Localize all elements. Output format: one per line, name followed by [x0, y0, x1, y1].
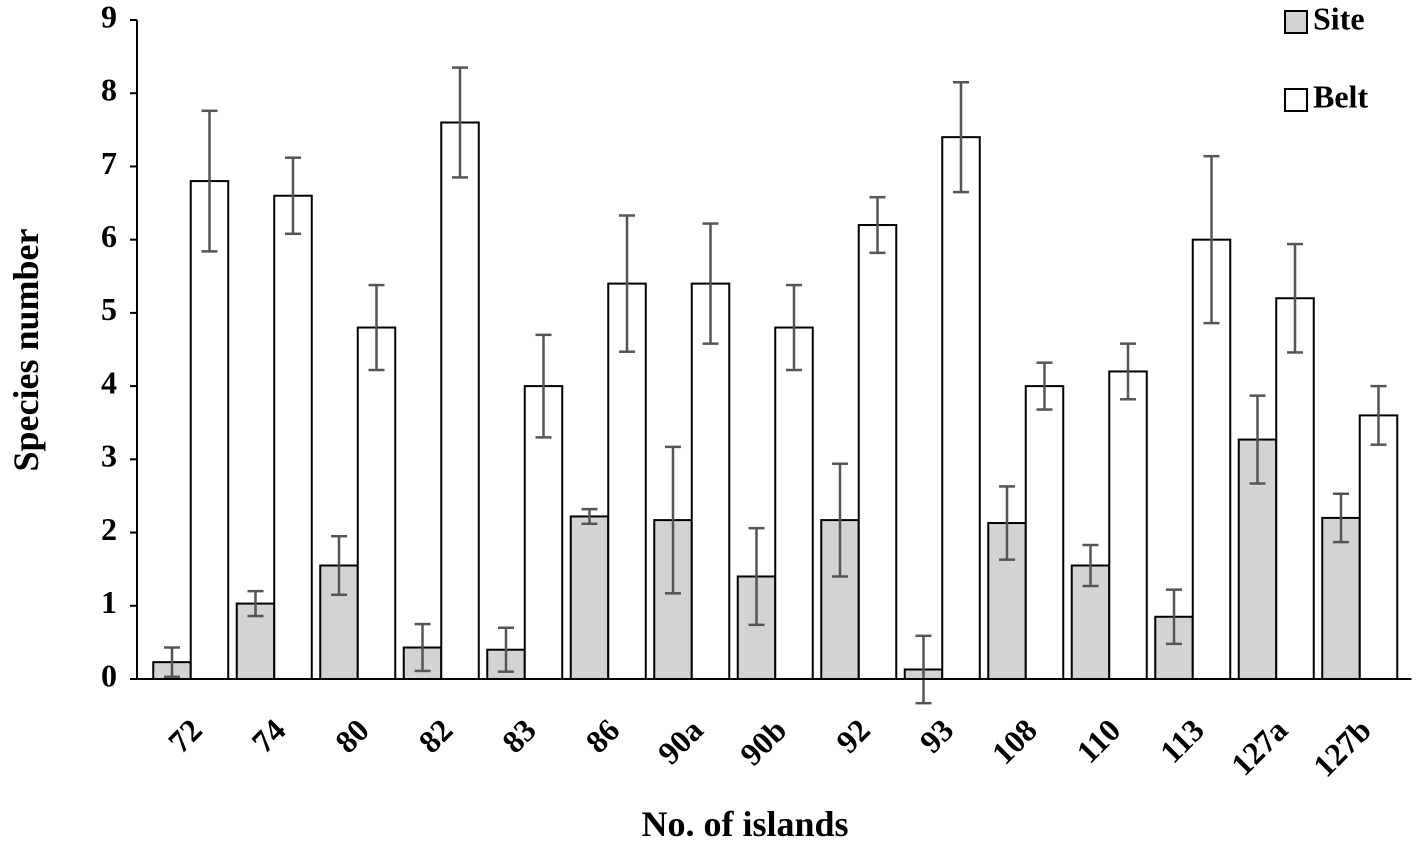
bar [1108, 370, 1148, 680]
error-bar [331, 534, 347, 597]
error-bar [414, 622, 431, 673]
y-axis-title: Species number [6, 228, 46, 471]
error-bar [1166, 588, 1182, 646]
error-bar [665, 445, 681, 595]
x-tick-label: 83 [495, 712, 543, 760]
x-axis-title: No. of islands [641, 804, 848, 844]
x-tick-label: 90b [733, 712, 794, 773]
y-tick-label: 1 [101, 584, 117, 620]
error-bar [832, 462, 848, 578]
error-bar [786, 283, 802, 372]
error-bar [953, 80, 969, 194]
x-tick-label: 82 [411, 712, 459, 760]
error-bar [1036, 361, 1053, 411]
error-bar [247, 589, 264, 618]
y-tick-label: 3 [101, 438, 117, 474]
error-bar [535, 333, 552, 439]
error-bar [1203, 154, 1220, 325]
error-bar [201, 109, 218, 253]
bar [273, 194, 313, 680]
error-bar [285, 156, 301, 236]
error-bar [164, 646, 180, 679]
x-tick-label: 72 [161, 712, 209, 760]
bar [857, 224, 898, 680]
y-tick-label: 5 [101, 291, 117, 327]
bar [569, 515, 610, 680]
y-tick-label: 0 [101, 657, 117, 693]
error-bar [1333, 492, 1349, 544]
error-bar [748, 526, 765, 627]
bar [440, 121, 480, 680]
error-bar [915, 634, 932, 705]
x-tick-label: 90a [650, 712, 709, 771]
x-tick-label: 93 [912, 712, 960, 760]
error-bar [1249, 394, 1266, 485]
error-bar [869, 195, 886, 255]
x-tick-label: 110 [1069, 712, 1127, 770]
error-bar [619, 214, 635, 353]
y-tick-label: 4 [101, 364, 117, 400]
x-tick-label: 86 [578, 712, 626, 760]
error-bar [1370, 384, 1387, 446]
bar [356, 326, 397, 680]
bar [1275, 297, 1315, 680]
legend-swatch [1284, 88, 1308, 112]
error-bar [498, 626, 514, 673]
x-tick-label: 108 [984, 712, 1043, 771]
bar [774, 326, 814, 680]
bar [189, 180, 230, 680]
bar [1024, 385, 1065, 680]
y-tick-label: 8 [101, 72, 117, 108]
y-tick-label: 7 [101, 145, 117, 181]
legend-swatch [1284, 10, 1308, 34]
x-tick-label: 127b [1306, 712, 1378, 784]
bar [1358, 414, 1399, 680]
bar [690, 282, 731, 680]
x-tick-label: 74 [244, 712, 292, 760]
error-bar [1287, 242, 1303, 354]
error-bar [1120, 342, 1136, 401]
y-tick-label: 2 [101, 511, 117, 547]
error-bar [368, 283, 385, 372]
legend-label: Belt [1313, 78, 1368, 114]
y-tick-label: 9 [101, 0, 117, 34]
legend-label: Site [1313, 0, 1365, 36]
error-bar [1082, 543, 1099, 588]
error-bar [999, 485, 1015, 561]
error-bar [581, 507, 598, 526]
error-bar [452, 66, 468, 179]
x-tick-label: 127a [1224, 712, 1295, 783]
x-tick-label: 113 [1153, 712, 1211, 770]
y-tick-label: 6 [101, 218, 117, 254]
x-tick-label: 80 [328, 712, 376, 760]
bar [941, 136, 981, 680]
error-bar [702, 222, 719, 345]
x-tick-label: 92 [829, 712, 877, 760]
